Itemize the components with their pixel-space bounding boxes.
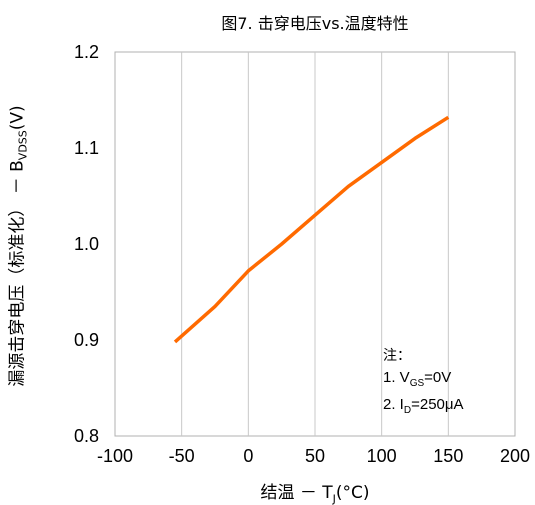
note-line-1-prefix: 1. V [383,369,410,386]
y-tick-label: 0.8 [74,426,99,446]
note-line-1-sub: GS [409,378,425,389]
x-tick-label: 0 [243,446,253,466]
note-line-1: 1. VGS=0V [383,367,464,394]
note-line-2-sub: D [403,405,412,416]
x-axis-label-prefix: 结温 － T [260,483,333,503]
series-layer [173,115,450,344]
chart-title: 图7. 击穿电压vs.温度特性 [221,14,409,33]
x-tick-labels: -100 -50 0 50 100 150 200 [97,446,530,466]
x-tick-label: 200 [500,446,530,466]
x-axis-label: 结温 － TJ(°C) [115,478,515,505]
y-tick-label: 1.0 [74,234,99,254]
x-tick-label: 150 [433,446,463,466]
x-axis-label-suffix: (°C) [335,483,370,503]
note-heading: 注： [383,348,411,364]
y-tick-label: 0.9 [74,330,99,350]
x-tick-label: 100 [367,446,397,466]
series-line [173,115,450,344]
x-tick-label: -100 [97,446,133,466]
x-axis-label-sub: J [332,492,336,505]
grid-lines [181,52,449,436]
y-tick-label: 1.2 [74,42,99,62]
x-tick-label: 50 [305,446,325,466]
y-tick-labels: 0.8 0.9 1.0 1.1 1.2 [74,42,99,446]
note-line-2-prefix: 2. I [383,396,404,413]
conditions-note: 注： 1. VGS=0V 2. ID=250μA [383,346,464,421]
x-tick-label: -50 [169,446,195,466]
note-line-1-suffix: =0V [424,369,452,386]
note-line-2-suffix: =250μA [411,396,464,413]
y-tick-label: 1.1 [74,138,99,158]
note-line-2: 2. ID=250μA [383,394,464,421]
